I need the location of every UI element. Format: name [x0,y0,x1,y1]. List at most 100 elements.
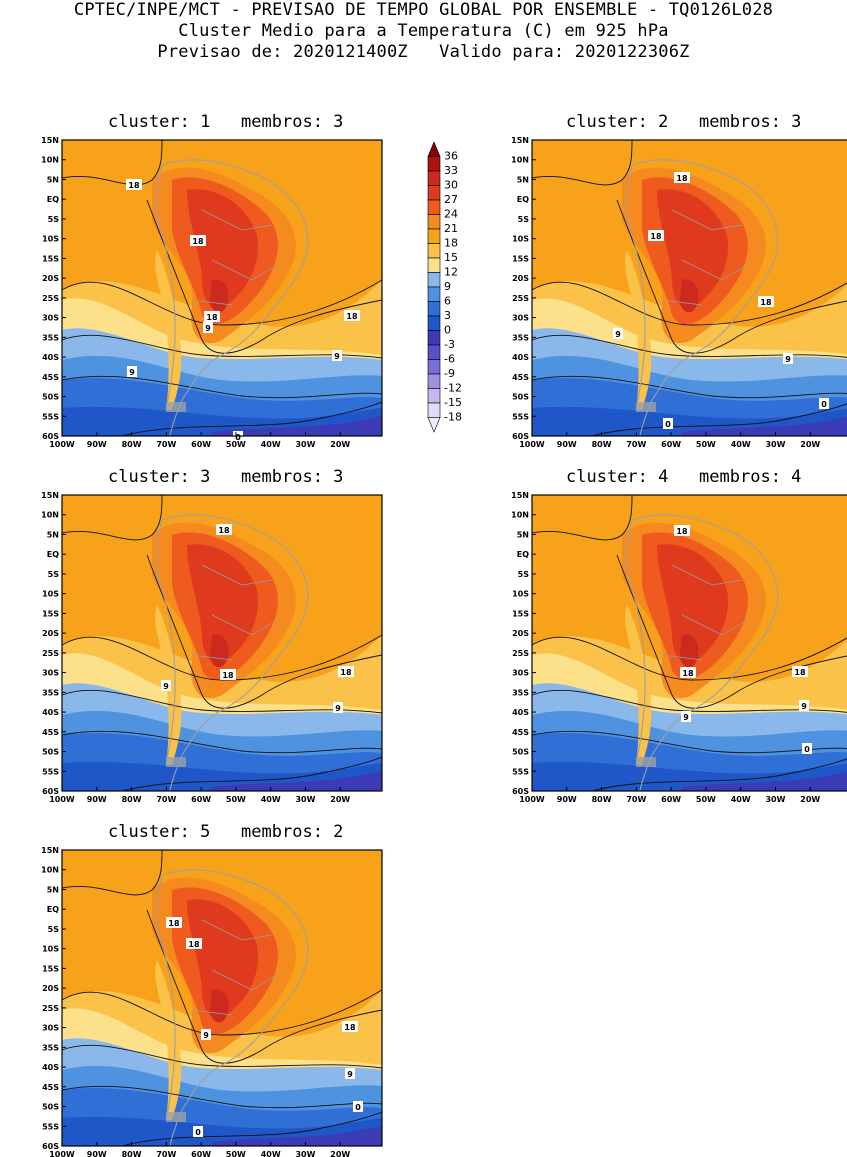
lat-tick-label: 15S [42,964,59,973]
lat-tick-label: 50S [42,748,59,757]
contour-label: 9 [681,711,691,722]
lon-tick-label: 40W [261,795,281,804]
colorbar-level-label: -6 [444,353,455,366]
panel-2-map: 18 18 18 9 9 0 0 15N 10N 5N EQ 5S 10S 15S 20S 25S 30S 35S… [511,136,847,449]
colorbar-swatch [427,228,441,244]
contour-label: 0 [819,398,829,409]
colorbar-swatch [427,402,441,418]
svg-text:18: 18 [682,669,694,678]
svg-text:9: 9 [163,682,169,691]
lon-tick-label: 40W [261,440,281,449]
lat-tick-label: 5N [47,530,59,539]
colorbar-level-label: 27 [444,193,458,206]
colorbar-level-label: 6 [444,295,451,308]
svg-text:9: 9 [801,702,807,711]
lon-tick-label: 30W [765,440,785,449]
lon-tick-label: 70W [156,795,176,804]
colorbar-swatch [427,272,441,288]
contour-label: 9 [161,680,171,691]
svg-text:9: 9 [205,324,211,333]
contour-label: 18 [648,230,664,241]
svg-text:9: 9 [683,713,689,722]
lat-tick-label: 15S [512,609,529,618]
contour-label: 9 [345,1068,355,1079]
lat-tick-label: 5S [48,215,60,224]
contour-label: 18 [674,172,690,183]
figure-title-line1: CPTEC/INPE/MCT - PREVISAO DE TEMPO GLOBA… [73,0,774,20]
lat-tick-label: 10S [42,945,59,954]
contour-label: 0 [663,418,673,429]
svg-text:18: 18 [760,298,772,307]
svg-text:18: 18 [340,668,352,677]
lat-tick-label: 5S [518,215,530,224]
svg-text:9: 9 [615,330,621,339]
svg-text:9: 9 [334,352,340,361]
lat-tick-label: 25S [42,294,59,303]
panel-4-map: 18 18 18 9 9 0 15N 10N 5N EQ 5S 10S 15S 20S 25S 30S 35S 4… [511,491,847,804]
svg-text:18: 18 [192,237,204,246]
svg-text:9: 9 [129,368,135,377]
lat-tick-label: 25S [512,649,529,658]
colorbar-swatch [427,199,441,215]
colorbar-level-label: 15 [444,251,458,264]
lon-tick-label: 80W [592,795,612,804]
svg-text:18: 18 [222,671,234,680]
contour-label: 18 [220,669,236,680]
colorbar-swatch [427,388,441,404]
panel-5-title: cluster: 5 membros: 2 [108,822,344,842]
lat-tick-label: 45S [512,728,529,737]
lat-tick-label: 45S [42,1083,59,1092]
contour-label: 18 [342,1021,358,1032]
lat-tick-label: 20S [42,274,59,283]
colorbar-level-label: -9 [444,367,455,380]
lon-tick-label: 100W [49,1150,75,1157]
lon-tick-label: 30W [295,795,315,804]
svg-text:18: 18 [188,940,200,949]
lat-tick-label: EQ [47,195,59,204]
lat-tick-label: 15N [41,136,59,145]
contour-label: 18 [758,296,774,307]
contour-label: 18 [216,524,232,535]
lat-tick-label: 5S [518,570,530,579]
colorbar-swatch [427,156,441,172]
lat-tick-label: 55S [512,767,529,776]
lat-tick-label: 60S [42,1142,59,1151]
lat-tick-label: 10N [41,866,59,875]
contour-label: 9 [613,328,623,339]
contour-label: 9 [203,322,213,333]
lon-tick-label: 20W [800,440,820,449]
lat-tick-label: 55S [512,412,529,421]
contour-label: 0 [802,743,812,754]
lon-tick-label: 50W [696,795,716,804]
colorbar-swatch [427,286,441,302]
lon-tick-label: 60W [661,795,681,804]
contour-label: 9 [799,700,809,711]
svg-text:0: 0 [804,745,810,754]
lat-tick-label: 20S [42,984,59,993]
lat-tick-label: 15N [41,491,59,500]
panel-3-title: cluster: 3 membros: 3 [108,467,344,487]
lat-tick-label: 50S [42,393,59,402]
lon-tick-label: 40W [731,795,751,804]
lat-tick-label: EQ [47,905,59,914]
contour-label: 18 [186,938,202,949]
lat-tick-label: 30S [512,314,529,323]
lat-tick-label: 55S [42,412,59,421]
lat-tick-label: 55S [42,1122,59,1131]
lat-tick-label: 55S [42,767,59,776]
contour-label: 18 [204,311,220,322]
lat-tick-label: 60S [42,432,59,441]
contour-label: 18 [674,525,690,536]
colorbar-swatch [427,315,441,331]
colorbar-level-label: 12 [444,266,458,279]
lat-tick-label: 5N [47,885,59,894]
lon-tick-label: 100W [519,440,545,449]
lon-tick-label: 20W [330,440,350,449]
panel-1-map: 18 18 18 18 9 9 9 0 15N 10N 5N EQ 5S 10S 15S 20S 25S 30S 3… [41,136,383,449]
panel-5-map: 18 18 18 9 9 0 0 15N 10N 5N EQ 5S 10S 15S 20S 25S 30S 35S… [41,846,383,1157]
lat-tick-label: 50S [42,1103,59,1112]
lon-tick-label: 60W [191,795,211,804]
svg-text:9: 9 [335,704,341,713]
colorbar-level-label: 30 [444,179,458,192]
